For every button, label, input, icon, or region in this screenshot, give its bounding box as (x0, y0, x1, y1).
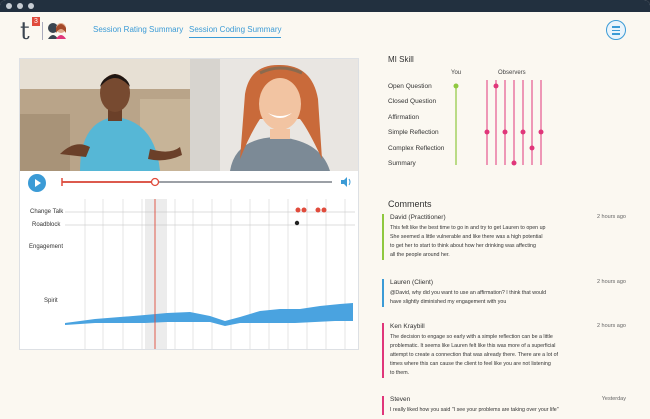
hamburger-icon-bar (612, 29, 620, 31)
timeline-gridlines (84, 199, 346, 349)
comment-text: This felt like the best time to go in an… (390, 224, 630, 260)
observer-dot (502, 129, 508, 135)
comment-line: This felt like the best time to go in an… (390, 225, 546, 231)
comment-text: @David, why did you want to use an affir… (390, 289, 630, 307)
mi-skill-complex-reflection: Complex Reflection (388, 145, 445, 152)
observer-dot (529, 145, 535, 151)
timeline-scrubber[interactable] (60, 171, 358, 193)
mi-skill-title: MI Skill (388, 55, 414, 64)
observer-dot (484, 129, 490, 135)
comment-time: 2 hours ago (596, 214, 626, 220)
hamburger-icon-bar (612, 33, 620, 35)
row-label-spirit: Spirit (44, 298, 58, 304)
change-talk-markers (295, 207, 327, 213)
people-icon (48, 23, 66, 39)
row-baselines (65, 211, 355, 226)
observer-dot (493, 83, 499, 89)
comment-author: Lauren (Client) (390, 279, 433, 286)
comment-line: problematic. It seems like Lauren felt l… (390, 343, 556, 349)
mi-skill-closed-question: Closed Question (388, 98, 437, 105)
comment-text: The decision to engage so early with a s… (390, 333, 630, 378)
session-timeline-chart (65, 199, 355, 349)
window-close-dot[interactable] (6, 3, 12, 9)
change-talk-marker (321, 207, 327, 213)
practitioner-video-frame (20, 59, 190, 171)
roadblock-marker (294, 220, 300, 226)
mi-col-observers: Observers (498, 70, 526, 76)
mi-skill-summary: Summary (388, 160, 416, 167)
title-bar (0, 0, 650, 12)
logo[interactable]: t (20, 17, 30, 45)
comment-item[interactable]: Ken Kraybill 2 hours ago The decision to… (382, 323, 630, 378)
change-talk-marker (301, 207, 307, 213)
mi-skill-affirmation: Affirmation (388, 114, 419, 121)
nav-session-rating-summary[interactable]: Session Rating Summary (93, 25, 184, 34)
logo-divider (42, 22, 43, 40)
window-minimize-dot[interactable] (17, 3, 23, 9)
hamburger-icon (612, 26, 620, 28)
comment-line: She seemed a little vulnerable and like … (390, 234, 543, 240)
comment-item[interactable]: Lauren (Client) 2 hours ago @David, why … (382, 279, 630, 307)
change-talk-marker (295, 207, 301, 213)
engagement-area (65, 303, 353, 326)
you-open-question-dot (453, 83, 459, 89)
row-label-roadblock: Roadblock (32, 222, 61, 228)
comment-author: Steven (390, 396, 411, 403)
comment-line: attempt to create a connection that was … (390, 352, 559, 358)
comment-line: to them. (390, 370, 410, 376)
comment-line: @David, why did you want to use an affir… (390, 290, 547, 296)
comment-item[interactable]: David (Practitioner) 2 hours ago This fe… (382, 214, 630, 260)
mi-skill-simple-reflection: Simple Reflection (388, 129, 439, 136)
nav-session-coding-summary[interactable]: Session Coding Summary (189, 25, 282, 38)
observer-dot (511, 160, 517, 166)
observer-dots (484, 83, 544, 166)
session-panel: Change Talk Roadblock Engagement Spirit (19, 58, 359, 350)
logo-superscript: 3 (32, 17, 40, 26)
change-talk-marker (315, 207, 321, 213)
window-maximize-dot[interactable] (28, 3, 34, 9)
comment-line: all the people around her. (390, 252, 450, 258)
comment-text: I really liked how you said "I see your … (390, 406, 630, 415)
comment-item[interactable]: Steven Yesterday I really liked how you … (382, 396, 630, 415)
mi-col-you: You (451, 70, 462, 76)
comment-line: times where this can cause the client to… (390, 361, 551, 367)
comment-line: The decision to engage so early with a s… (390, 334, 553, 340)
playhead-shade (145, 199, 167, 349)
volume-icon[interactable] (340, 177, 352, 187)
client-video[interactable] (190, 59, 358, 171)
observer-dot (538, 129, 544, 135)
comment-time: 2 hours ago (596, 323, 626, 329)
comment-time: 2 hours ago (596, 279, 626, 285)
player-controls (20, 171, 358, 193)
row-label-change-talk: Change Talk (30, 209, 64, 215)
mi-skill-open-question: Open Question (388, 83, 432, 90)
comment-time: Yesterday (601, 396, 626, 402)
comment-author: David (Practitioner) (390, 214, 446, 221)
menu-button[interactable] (606, 20, 626, 40)
mi-skill-dot-plot (453, 80, 544, 166)
observer-dot (520, 129, 526, 135)
comment-line: I really liked how you said "I see your … (390, 407, 559, 413)
practitioner-video[interactable] (20, 59, 190, 171)
play-button[interactable] (28, 174, 46, 192)
comment-line: to get her to start to think about how h… (390, 243, 536, 249)
comment-line: have slightly diminished my engagement w… (390, 299, 507, 305)
client-video-frame (190, 59, 358, 171)
row-label-engagement: Engagement (29, 244, 64, 250)
comment-author: Ken Kraybill (390, 323, 425, 330)
observer-tracks (486, 80, 542, 165)
comments-title: Comments (388, 199, 432, 209)
